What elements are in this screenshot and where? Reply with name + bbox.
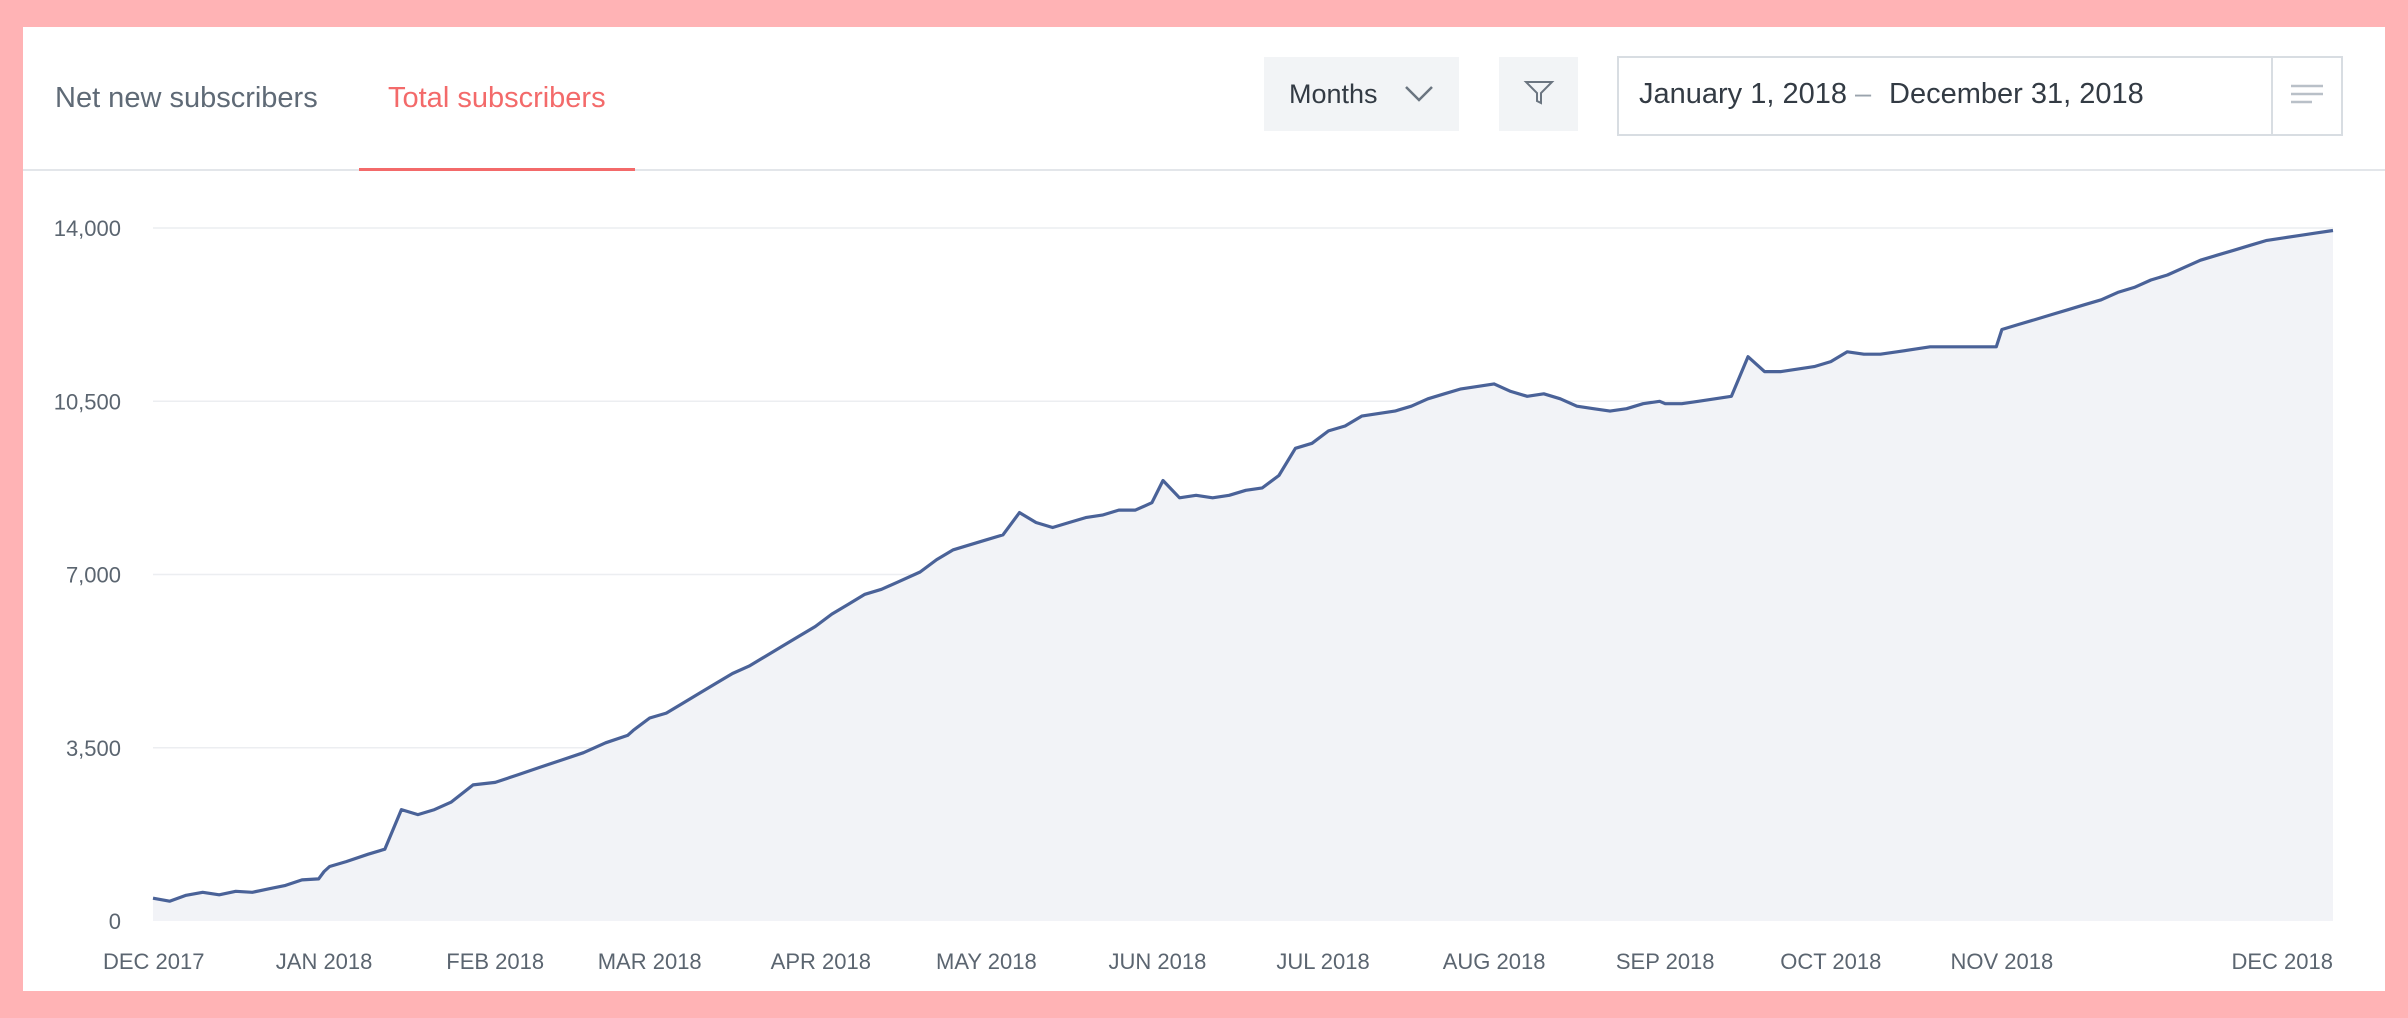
menu-lines-icon: [2290, 80, 2324, 113]
filter-button[interactable]: [1499, 57, 1578, 131]
y-tick-label: 7,000: [66, 563, 121, 588]
x-tick-label: APR 2018: [771, 949, 871, 974]
tab-net-new-subscribers[interactable]: Net new subscribers: [55, 81, 318, 114]
date-range-picker[interactable]: January 1, 2018 – December 31, 2018: [1617, 56, 2343, 136]
period-select-label: Months: [1289, 78, 1378, 109]
x-tick-label: DEC 2017: [103, 949, 205, 974]
x-tick-label: AUG 2018: [1443, 949, 1546, 974]
x-tick-label: MAY 2018: [936, 949, 1037, 974]
chart-series-line: [152, 228, 2334, 903]
chart-area-fill: [153, 230, 2333, 921]
date-range-start: January 1, 2018: [1639, 78, 1847, 110]
date-range-separator: –: [1855, 78, 1872, 110]
x-tick-label: JAN 2018: [276, 949, 373, 974]
x-tick-label: JUN 2018: [1109, 949, 1207, 974]
x-tick-label: OCT 2018: [1780, 949, 1881, 974]
date-range-menu-button[interactable]: [2271, 58, 2341, 134]
chevron-down-icon: [1404, 81, 1434, 112]
y-tick-label: 0: [109, 909, 121, 934]
filter-icon: [1523, 76, 1555, 113]
x-tick-label: SEP 2018: [1616, 949, 1715, 974]
period-select[interactable]: Months: [1264, 57, 1459, 131]
y-tick-label: 14,000: [54, 216, 121, 241]
x-tick-label: DEC 2018: [2231, 949, 2333, 974]
subscribers-area-chart: 0 3,500 7,000 10,500 14,000 DEC 2017 JAN 2018…: [54, 216, 2334, 974]
x-tick-label: JUL 2018: [1276, 949, 1369, 974]
y-tick-label: 3,500: [66, 736, 121, 761]
subscribers-card: Net new subscribers Total subscribers Mo…: [23, 27, 2385, 991]
x-tick-label: NOV 2018: [1950, 949, 2053, 974]
y-tick-label: 10,500: [54, 389, 121, 414]
date-range-end: December 31, 2018: [1889, 78, 2144, 110]
x-tick-label: MAR 2018: [598, 949, 702, 974]
tab-total-subscribers[interactable]: Total subscribers: [359, 27, 635, 171]
chart-header: Net new subscribers Total subscribers Mo…: [23, 27, 2385, 171]
x-tick-label: FEB 2018: [446, 949, 544, 974]
